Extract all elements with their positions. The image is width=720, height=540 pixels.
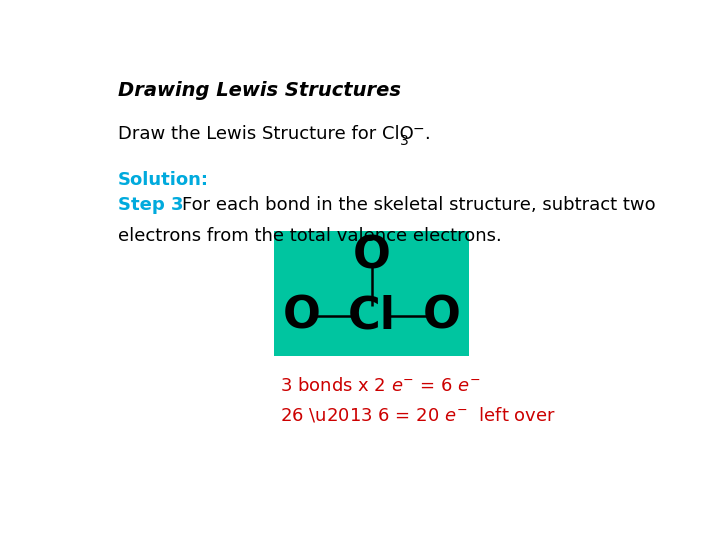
Text: −: − [413, 122, 424, 136]
Text: Drawing Lewis Structures: Drawing Lewis Structures [118, 82, 401, 100]
Bar [274, 231, 469, 356]
Text: O: O [423, 294, 461, 338]
Text: O: O [353, 234, 391, 278]
Text: Draw the Lewis Structure for ClO: Draw the Lewis Structure for ClO [118, 125, 414, 143]
Text: Step 3: Step 3 [118, 196, 184, 214]
Text: electrons from the total valence electrons.: electrons from the total valence electro… [118, 227, 502, 245]
Text: For each bond in the skeletal structure, subtract two: For each bond in the skeletal structure,… [182, 196, 656, 214]
Text: 3: 3 [400, 134, 409, 149]
Text: Cl: Cl [348, 294, 396, 338]
Text: .: . [423, 125, 429, 143]
Text: 3 bonds x 2 $\mathit{e}^{-}$ = 6 $\mathit{e}^{-}$: 3 bonds x 2 $\mathit{e}^{-}$ = 6 $\mathi… [280, 377, 481, 395]
Text: O: O [282, 294, 320, 338]
Text: 26 \u2013 6 = 20 $\mathit{e}^{-}$  left over: 26 \u2013 6 = 20 $\mathit{e}^{-}$ left o… [280, 406, 556, 425]
Text: Solution:: Solution: [118, 171, 209, 189]
